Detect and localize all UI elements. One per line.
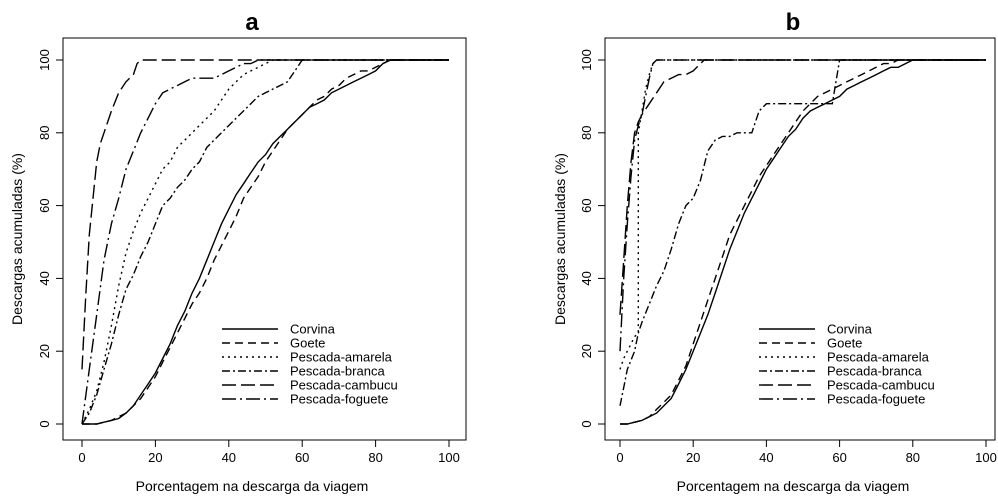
y-tick-label: 60 <box>579 198 594 212</box>
legend-label: Pescada-amarela <box>827 350 930 365</box>
legend-label: Goete <box>827 336 862 351</box>
y-tick-label: 20 <box>579 344 594 358</box>
x-tick-label: 80 <box>368 450 382 465</box>
legend-label: Pescada-branca <box>827 364 922 379</box>
series-line-corvina <box>620 59 986 425</box>
x-tick-label: 100 <box>438 450 460 465</box>
x-tick-label: 0 <box>78 450 85 465</box>
series-line-pescada-branca <box>81 59 449 425</box>
y-tick-label: 40 <box>579 271 594 285</box>
legend-label: Corvina <box>290 322 336 337</box>
y-tick-label: 0 <box>37 420 52 427</box>
x-tick-label: 40 <box>759 450 773 465</box>
chart-panel-a: a 0 20 40 60 80 100 0 20 40 60 80 100 Porcentagem na … <box>9 9 467 494</box>
series-line-pescada-amarela <box>81 59 449 425</box>
series-line-pescada-foguete <box>619 59 986 352</box>
series-line-pescada-amarela <box>619 59 986 370</box>
legend-label: Corvina <box>827 322 873 337</box>
chart-title: b <box>786 9 801 36</box>
x-axis-label: Porcentagem na descarga da viagem <box>677 478 910 494</box>
series-line-goete <box>82 59 449 425</box>
series-line-pescada-cambucu <box>81 59 449 370</box>
y-tick-label: 80 <box>579 126 594 140</box>
legend-label: Pescada-foguete <box>290 392 388 407</box>
y-axis-label: Descargas acumuladas (%) <box>9 153 25 325</box>
legend-label: Pescada-cambucu <box>827 378 935 393</box>
y-tick-label: 0 <box>579 420 594 427</box>
x-tick-label: 100 <box>975 450 997 465</box>
legend-label: Pescada-foguete <box>827 392 925 407</box>
y-tick-label: 40 <box>37 271 52 285</box>
x-tick-label: 20 <box>686 450 700 465</box>
x-tick-label: 20 <box>148 450 162 465</box>
series-line-goete <box>620 59 986 425</box>
legend-label: Pescada-branca <box>290 364 385 379</box>
legend: CorvinaGoetePescada-amarelaPescada-branc… <box>222 322 398 407</box>
series-line-pescada-foguete <box>81 59 449 425</box>
legend-label: Goete <box>290 336 325 351</box>
x-tick-label: 0 <box>616 450 623 465</box>
y-tick-label: 20 <box>37 344 52 358</box>
legend-label: Pescada-amarela <box>290 350 393 365</box>
chart-title: a <box>245 9 259 36</box>
x-tick-label: 80 <box>906 450 920 465</box>
y-tick-label: 100 <box>579 49 594 71</box>
y-tick-label: 100 <box>37 49 52 71</box>
y-axis-label: Descargas acumuladas (%) <box>552 153 568 325</box>
x-axis-label: Porcentagem na descarga da viagem <box>136 478 369 494</box>
legend-label: Pescada-cambucu <box>290 378 398 393</box>
series-line-pescada-cambucu <box>619 59 986 315</box>
x-tick-label: 60 <box>832 450 846 465</box>
series-line-corvina <box>82 59 449 425</box>
y-tick-label: 60 <box>37 198 52 212</box>
x-tick-label: 40 <box>222 450 236 465</box>
series-line-pescada-branca <box>619 59 986 406</box>
y-tick-label: 80 <box>37 126 52 140</box>
plot-frame <box>62 37 467 441</box>
plot-frame <box>604 37 996 441</box>
x-tick-label: 60 <box>295 450 309 465</box>
legend: CorvinaGoetePescada-amarelaPescada-branc… <box>759 322 935 407</box>
chart-panel-b: b 0 20 40 60 80 100 0 20 40 60 80 100 Porcentagem na … <box>552 9 997 494</box>
